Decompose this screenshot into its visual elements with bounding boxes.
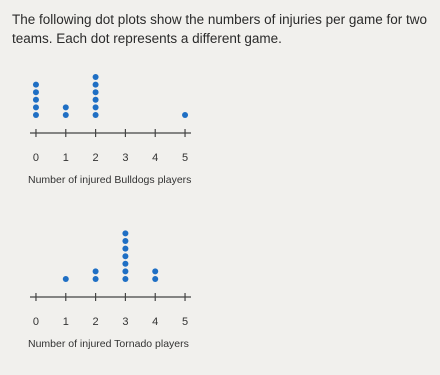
dot [92, 276, 99, 282]
x-tick-label: 2 [93, 152, 99, 164]
dot [122, 238, 129, 244]
x-tick-label: 5 [182, 152, 188, 164]
x-tick-label: 5 [182, 316, 188, 328]
dot [122, 268, 129, 275]
x-tick-label: 1 [63, 152, 69, 164]
dot [122, 245, 129, 252]
dot [32, 96, 39, 103]
dot [62, 112, 69, 118]
x-tick-label: 3 [122, 316, 128, 328]
x-axis-label: Number of injured Bulldogs players [28, 174, 191, 186]
dot [122, 276, 129, 282]
dot [32, 89, 39, 96]
dot [92, 104, 99, 111]
dot [122, 230, 129, 237]
dot [92, 81, 99, 88]
dot [152, 276, 159, 282]
dot [32, 81, 39, 88]
dot [122, 260, 129, 267]
x-tick-label: 4 [152, 316, 158, 328]
x-tick-label: 0 [33, 152, 39, 164]
dot [92, 112, 99, 118]
dot [32, 112, 39, 118]
dot [92, 74, 99, 80]
dot [92, 96, 99, 103]
x-tick-label: 0 [33, 316, 39, 328]
dot [92, 89, 99, 96]
x-tick-label: 4 [152, 152, 158, 164]
dot [122, 253, 129, 260]
x-axis-label: Number of injured Tornado players [28, 338, 189, 350]
dot [62, 276, 69, 282]
dot [182, 112, 189, 118]
x-tick-label: 1 [63, 316, 69, 328]
dot [152, 268, 159, 275]
dot [32, 104, 39, 111]
dot [62, 104, 69, 111]
x-tick-label: 3 [122, 152, 128, 164]
prompt-text: The following dot plots show the numbers… [12, 12, 427, 46]
dot [92, 268, 99, 275]
x-tick-label: 2 [93, 316, 99, 328]
